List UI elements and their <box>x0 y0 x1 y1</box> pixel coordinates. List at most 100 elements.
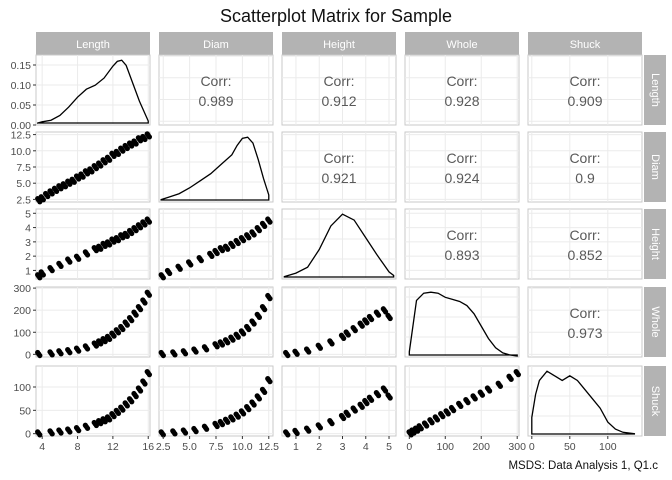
scatter-point <box>382 388 389 394</box>
scatter-point <box>137 388 144 394</box>
scatter-point <box>160 352 166 359</box>
scatter-point <box>93 248 100 254</box>
y-tick-label: 300 <box>13 283 31 295</box>
scatter-point <box>45 193 51 200</box>
scatter-point <box>107 242 113 248</box>
scatter-point <box>497 383 504 389</box>
corr-value-diam-shuck: 0.9 <box>575 170 595 186</box>
strip-top-label-height: Height <box>323 39 355 51</box>
strip-right-label-length: Length <box>649 73 661 107</box>
scatter-point <box>188 262 194 268</box>
scatter-point <box>115 330 122 336</box>
scatter-point <box>129 399 135 405</box>
scatter-point <box>49 431 55 437</box>
scatter-point <box>329 341 335 347</box>
scatter-point <box>352 328 358 334</box>
panel-length-whole <box>404 54 520 126</box>
y-tick-label: 3 <box>25 237 31 249</box>
panel-height-height <box>281 208 397 280</box>
corr-value-length-diam: 0.989 <box>198 93 233 109</box>
strip-right-length <box>644 55 666 125</box>
scatter-point <box>58 351 64 357</box>
scatter-point <box>102 160 108 166</box>
x-tick-label: 0 <box>529 441 535 453</box>
scatter-point <box>93 343 100 349</box>
y-tick-label: 0.00 <box>11 120 32 132</box>
scatter-point <box>256 314 263 320</box>
scatter-point <box>369 397 375 403</box>
strip-top-label-whole: Whole <box>446 39 477 51</box>
strip-top-label-shuck: Shuck <box>570 39 601 51</box>
scatter-point <box>89 169 95 175</box>
scatter-point <box>387 315 393 322</box>
panel-shuck-height <box>281 365 397 437</box>
scatter-point <box>167 270 173 277</box>
scatter-point <box>40 197 46 203</box>
panel-height-shuck <box>527 208 643 280</box>
scatter-point <box>251 232 257 238</box>
x-tick-label: 4 <box>39 441 45 453</box>
y-tick-label: 50 <box>19 405 31 417</box>
scatter-point <box>71 179 77 185</box>
scatter-point <box>508 376 514 382</box>
scatter-point <box>80 174 86 180</box>
x-tick-label: 2.5 <box>156 441 171 453</box>
scatter-point <box>479 392 486 398</box>
scatter-point <box>429 420 435 426</box>
scatter-point <box>67 429 73 435</box>
scatter-point <box>317 425 324 431</box>
x-tick-label: 1 <box>293 441 299 453</box>
scatter-point <box>251 402 257 408</box>
scatter-point <box>37 352 43 359</box>
scatter-point <box>465 400 471 406</box>
scatter-point <box>142 136 148 143</box>
scatter-point <box>124 403 130 409</box>
strip-top-length <box>36 32 150 55</box>
x-tick-label: 16 <box>142 441 154 453</box>
scatter-point <box>124 322 130 328</box>
scatter-point <box>317 345 324 351</box>
scatter-point <box>251 321 257 327</box>
scatter-point <box>111 333 117 339</box>
x-tick-label: 0 <box>406 441 412 453</box>
corr-value-height-shuck: 0.852 <box>567 247 602 263</box>
corr-label: Corr: <box>569 150 600 166</box>
scatter-point <box>193 429 199 435</box>
scatter-point <box>120 235 126 241</box>
scatter-point <box>172 431 178 437</box>
scatter-point <box>93 422 100 429</box>
x-tick-label: 10.0 <box>232 441 253 453</box>
y-tick-label: 7.5 <box>16 162 31 174</box>
scatter-point <box>124 233 130 239</box>
scatter-point <box>235 334 241 340</box>
scatter-point <box>458 403 464 410</box>
x-tick-label: 12.5 <box>259 441 280 453</box>
y-tick-label: 2.5 <box>16 194 31 206</box>
scatter-point <box>137 225 144 231</box>
scatter-point <box>111 414 117 420</box>
scatter-point <box>115 151 122 158</box>
scatter-point <box>102 243 108 249</box>
x-tick-label: 12 <box>107 441 119 453</box>
scatter-point <box>235 414 241 420</box>
strip-right-whole <box>644 287 666 357</box>
y-tick-label: 10.0 <box>11 146 32 158</box>
scatter-point <box>193 349 199 355</box>
corr-value-diam-height: 0.921 <box>321 170 356 186</box>
panel-length-shuck <box>527 54 643 126</box>
scatter-point <box>146 219 153 225</box>
scatter-point <box>58 263 64 269</box>
scatter-point <box>172 352 178 358</box>
scatter-point <box>451 408 457 414</box>
chart-caption: MSDS: Data Analysis 1, Q1.c <box>508 460 658 472</box>
x-tick-label: 100 <box>599 441 617 453</box>
scatter-point <box>225 340 231 346</box>
y-tick-label: 200 <box>13 305 31 317</box>
scatter-point <box>142 381 148 387</box>
y-tick-label: 0.05 <box>11 100 32 112</box>
y-tick-label: 5.0 <box>16 178 31 190</box>
scatter-point <box>440 414 446 420</box>
y-tick-label: 12.5 <box>11 130 32 142</box>
scatter-point <box>230 243 236 249</box>
corr-value-length-height: 0.912 <box>321 93 356 109</box>
